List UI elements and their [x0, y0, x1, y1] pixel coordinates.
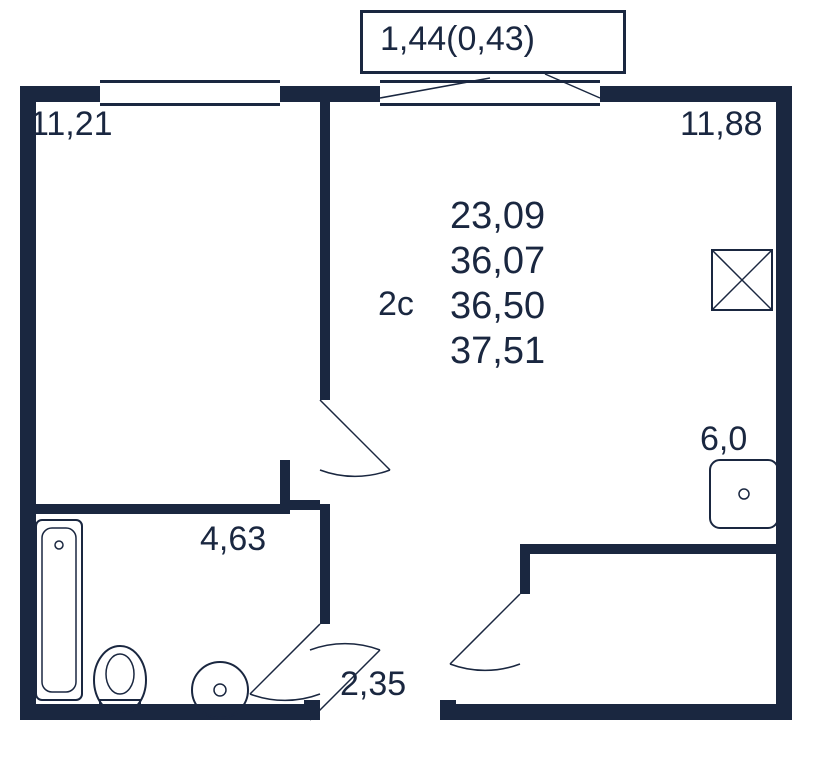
hall-label: 2,35 — [340, 665, 406, 704]
inner-wall-vert-main — [320, 100, 330, 400]
window-left — [100, 80, 280, 106]
inner-wall-bath-top — [34, 504, 284, 514]
floor-plan: 1,44(0,43) 11,21 11,88 4,63 2,35 6,0 2с … — [0, 0, 832, 768]
room-right-label: 11,88 — [680, 105, 763, 144]
wall-left — [20, 86, 36, 720]
inner-wall-stub-right — [280, 500, 320, 510]
window-right — [380, 80, 600, 106]
area2-label: 36,07 — [450, 240, 545, 283]
bathtub-icon — [36, 520, 82, 700]
wall-bottom-right — [440, 704, 792, 720]
room-left-label: 11,21 — [30, 105, 113, 144]
bath-label: 4,63 — [200, 520, 266, 559]
kitchen-sink-icon — [710, 460, 778, 528]
type-label: 2с — [378, 285, 414, 324]
wall-top-b — [280, 86, 380, 102]
wall-bottom-left — [20, 704, 310, 720]
inner-wall-kitchen-h — [520, 544, 790, 554]
area1-label: 23,09 — [450, 195, 545, 238]
inner-wall-vert-lower — [320, 504, 330, 624]
area4-label: 37,51 — [450, 330, 545, 373]
inner-wall-kitchen-v — [520, 544, 530, 594]
area3-label: 36,50 — [450, 285, 545, 328]
wall-top-a — [20, 86, 100, 102]
kitchen-label: 6,0 — [700, 420, 747, 459]
vent-icon — [712, 250, 772, 310]
inner-wall-door-jamb-r — [440, 700, 456, 720]
inner-wall-door-jamb-l — [304, 700, 320, 720]
balcony-label: 1,44(0,43) — [380, 20, 535, 59]
wall-right — [776, 86, 792, 720]
wall-top-c — [600, 86, 792, 102]
